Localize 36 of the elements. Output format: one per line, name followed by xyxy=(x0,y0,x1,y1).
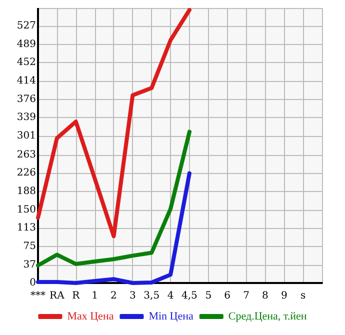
x-tick-label: 3,5 xyxy=(144,290,160,302)
x-tick-label: 1 xyxy=(92,290,98,302)
y-tick-label: 188 xyxy=(16,186,36,197)
x-tick-label: 3 xyxy=(129,290,136,302)
x-tick-label: 8 xyxy=(262,290,268,302)
y-tick-label: 301 xyxy=(16,130,36,142)
x-tick-label: 5 xyxy=(205,290,212,302)
y-tick-label: 489 xyxy=(16,39,36,50)
y-tick-label: 37 xyxy=(23,259,36,270)
legend-label: Max Цена xyxy=(67,310,114,322)
x-tick-label: R xyxy=(72,290,80,302)
x-tick-label: *** xyxy=(30,290,46,302)
y-tick-label: 452 xyxy=(16,57,36,68)
x-tick-label: 2 xyxy=(110,290,117,302)
legend-label: Сред.Цена, т.йен xyxy=(228,310,307,322)
y-tick-label: 75 xyxy=(23,240,36,252)
x-tick-label: RA xyxy=(50,290,66,302)
line-series xyxy=(36,8,192,238)
y-tick-label: 0 xyxy=(30,278,36,288)
legend-label: Min Цена xyxy=(148,310,194,322)
y-tick-label: 150 xyxy=(16,204,36,216)
y-tick-label: 113 xyxy=(16,222,36,234)
y-tick-label: 263 xyxy=(16,149,36,160)
x-tick-label: 7 xyxy=(243,290,250,302)
y-tick-label: 414 xyxy=(16,76,36,87)
x-tick-label: 4,5 xyxy=(182,290,198,302)
y-tick-label: 527 xyxy=(16,20,36,32)
x-tick-label: 6 xyxy=(224,290,231,302)
y-tick-label: 226 xyxy=(16,167,36,178)
y-tick-label: 376 xyxy=(16,94,36,106)
line-series xyxy=(36,171,192,285)
y-tick-label: 339 xyxy=(16,112,36,124)
x-tick-label: s xyxy=(300,290,306,302)
x-tick-label: 9 xyxy=(280,290,288,302)
line-series xyxy=(36,130,192,268)
x-tick-label: 4 xyxy=(167,290,174,302)
